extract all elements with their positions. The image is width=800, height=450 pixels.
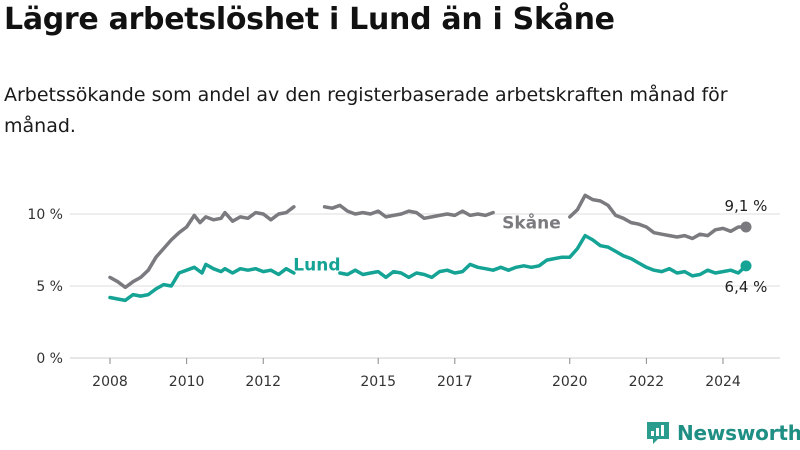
x-tick-label: 2020 xyxy=(552,374,588,390)
series-endpoint-lund xyxy=(740,260,752,272)
x-tick-label: 2017 xyxy=(437,374,473,390)
series-line-skåne xyxy=(108,193,748,290)
brand-logo: Newsworthy xyxy=(645,419,800,447)
y-tick-label: 0 % xyxy=(36,351,63,367)
chart-subtitle: Arbetssökande som andel av den registerb… xyxy=(4,84,728,137)
series-label-skåne: Skåne xyxy=(502,212,561,234)
x-tick-label: 2022 xyxy=(629,374,665,390)
x-tick-label: 2012 xyxy=(245,374,281,390)
x-tick-label: 2010 xyxy=(169,374,205,390)
series-label-lund: Lund xyxy=(293,255,340,275)
newsworthy-logo-icon xyxy=(647,422,669,444)
y-tick-label: 5 % xyxy=(36,279,63,295)
x-tick-label: 2008 xyxy=(92,374,128,390)
chart-title: Lägre arbetslöshet i Lund än i Skåne xyxy=(4,2,615,37)
series-line-lund xyxy=(108,233,748,303)
end-value-label-skåne: 9,1 % xyxy=(725,197,768,215)
y-tick-label: 10 % xyxy=(27,207,63,223)
series-endpoint-skåne xyxy=(740,221,752,233)
x-tick-label: 2024 xyxy=(705,374,741,390)
end-value-label-lund: 6,4 % xyxy=(725,278,768,296)
x-tick-label: 2015 xyxy=(360,374,396,390)
brand-name: Newsworthy xyxy=(677,421,800,445)
